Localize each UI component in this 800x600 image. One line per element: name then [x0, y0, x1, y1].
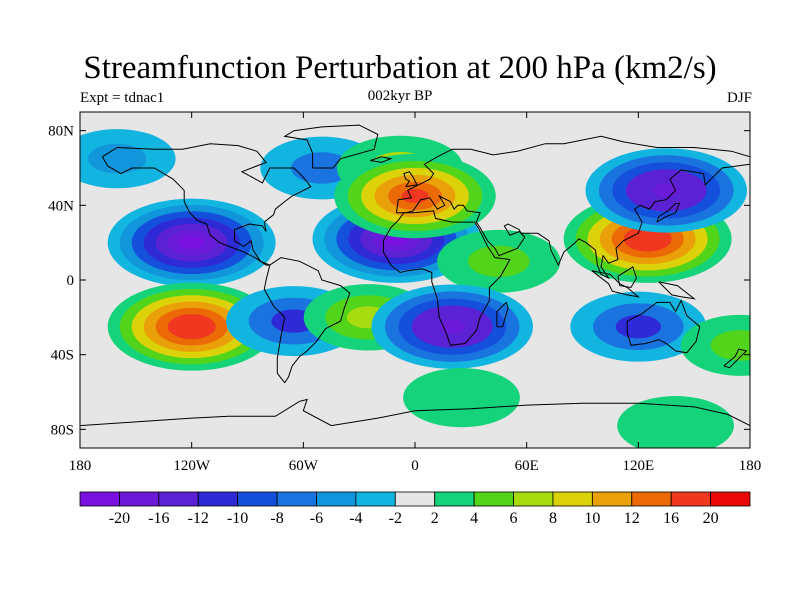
- coastline-indonesia: [591, 270, 641, 298]
- coastline-japan: [656, 203, 681, 223]
- colorbar-label: -20: [109, 510, 130, 527]
- coastline-africa: [382, 210, 511, 346]
- colorbar-label: -8: [270, 510, 283, 527]
- lon-tick-label: 0: [411, 458, 419, 474]
- coastline-uk: [403, 171, 418, 188]
- coastline-new-guinea: [658, 281, 696, 300]
- colorbar-swatch: [316, 491, 357, 507]
- band: [710, 330, 750, 361]
- band: [467, 245, 530, 278]
- latitude-axis: 80N 40N 0 40S 80S: [48, 124, 750, 438]
- colorbar-label: -12: [188, 510, 209, 527]
- lon-tick-label: 180: [69, 458, 92, 474]
- anomaly-kamchatka-low: [585, 148, 748, 233]
- colorbar-swatch: [710, 491, 751, 507]
- lat-tick-label: 80S: [51, 422, 74, 438]
- colorbar-swatch: [513, 491, 554, 507]
- colorbar-label: 12: [624, 510, 640, 527]
- colorbar-label: 10: [584, 510, 600, 527]
- colorbar-swatch: [670, 491, 711, 507]
- coastline-iceland: [370, 156, 393, 163]
- colorbar-label: -2: [389, 510, 402, 527]
- band: [652, 183, 680, 198]
- colorbar-label: -10: [227, 510, 248, 527]
- anomaly-arabia-ridge: [437, 229, 561, 293]
- lon-tick-label: 120E: [622, 458, 654, 474]
- colorbar-swatch: [158, 491, 199, 507]
- band: [438, 319, 466, 334]
- band: [179, 320, 204, 333]
- colorbar-swatch: [276, 491, 317, 507]
- anomaly-tasman-high: [680, 314, 750, 376]
- colorbar-swatch: [197, 491, 239, 507]
- band: [646, 410, 705, 441]
- colorbar-label: 8: [549, 510, 557, 527]
- coastline-greenland: [283, 124, 379, 169]
- time-label: 002kyr BP: [367, 88, 433, 104]
- colorbar-swatch: [394, 491, 436, 507]
- coastline-south-america: [263, 257, 351, 384]
- colorbar-label: 6: [510, 510, 518, 527]
- coastline-north-america: [101, 143, 312, 266]
- coastline-borneo: [617, 266, 638, 289]
- colorbar-label: 20: [703, 510, 719, 527]
- lat-tick-label: 0: [67, 273, 75, 289]
- colorbar-swatch: [631, 491, 672, 507]
- lat-tick-label: 80N: [48, 124, 74, 140]
- colorbar-swatch: [79, 491, 120, 507]
- lon-tick-label: 60E: [515, 458, 539, 474]
- colorbar-label: 16: [663, 510, 679, 527]
- coastline-antarctica: [80, 398, 750, 427]
- colorbar-swatch: [434, 491, 475, 507]
- lon-tick-label: 120W: [173, 458, 211, 474]
- anomaly-europe-high: [334, 153, 496, 239]
- band: [615, 315, 661, 339]
- anomaly-southern-ocean-high: [403, 368, 520, 428]
- map-title: Streamfunction Perturbation at 200 hPa (…: [83, 50, 717, 86]
- coastlines: [80, 124, 750, 427]
- colorbar-label: -6: [310, 510, 323, 527]
- longitude-axis: 180 120W 60W 0 60E 120E 180: [69, 112, 762, 474]
- anomaly-antarctic-high: [617, 396, 734, 448]
- colorbar-swatch: [355, 491, 396, 507]
- colorbar-swatch: [473, 491, 514, 507]
- coastline-eurasia: [395, 135, 750, 280]
- colorbar-label: 4: [470, 510, 478, 527]
- coastline-madagascar: [496, 301, 509, 328]
- band: [179, 236, 204, 249]
- colorbar-swatch: [591, 491, 633, 507]
- colorbar-swatch: [237, 491, 278, 507]
- lon-tick-label: 60W: [289, 458, 319, 474]
- colorbar-label: -4: [349, 510, 362, 527]
- anomaly-south-africa-low: [371, 284, 534, 369]
- lat-tick-label: 40S: [51, 348, 74, 364]
- band: [432, 382, 491, 413]
- coastline-australia: [626, 299, 701, 354]
- band: [635, 232, 660, 246]
- band: [401, 188, 429, 204]
- colorbar-label: 2: [431, 510, 439, 527]
- lon-tick-label: 180: [739, 458, 762, 474]
- colorbar: -20 -16 -12 -10 -8 -6 -4 -2 2 4 6 8 10 12 16 20: [79, 491, 751, 527]
- band: [88, 143, 147, 174]
- anomaly-south-pacific-high: [107, 282, 276, 371]
- colorbar-label: -16: [148, 510, 169, 527]
- coastline-new-zealand: [723, 348, 748, 369]
- colorbar-swatch: [552, 491, 593, 507]
- lat-tick-label: 40N: [48, 198, 74, 214]
- colorbar-swatch: [119, 491, 160, 507]
- experiment-label: Expt = tdnac1: [80, 90, 165, 106]
- season-label: DJF: [726, 90, 752, 106]
- anomaly-bering-low: [80, 129, 176, 189]
- anomaly-north-pacific-low: [107, 198, 276, 287]
